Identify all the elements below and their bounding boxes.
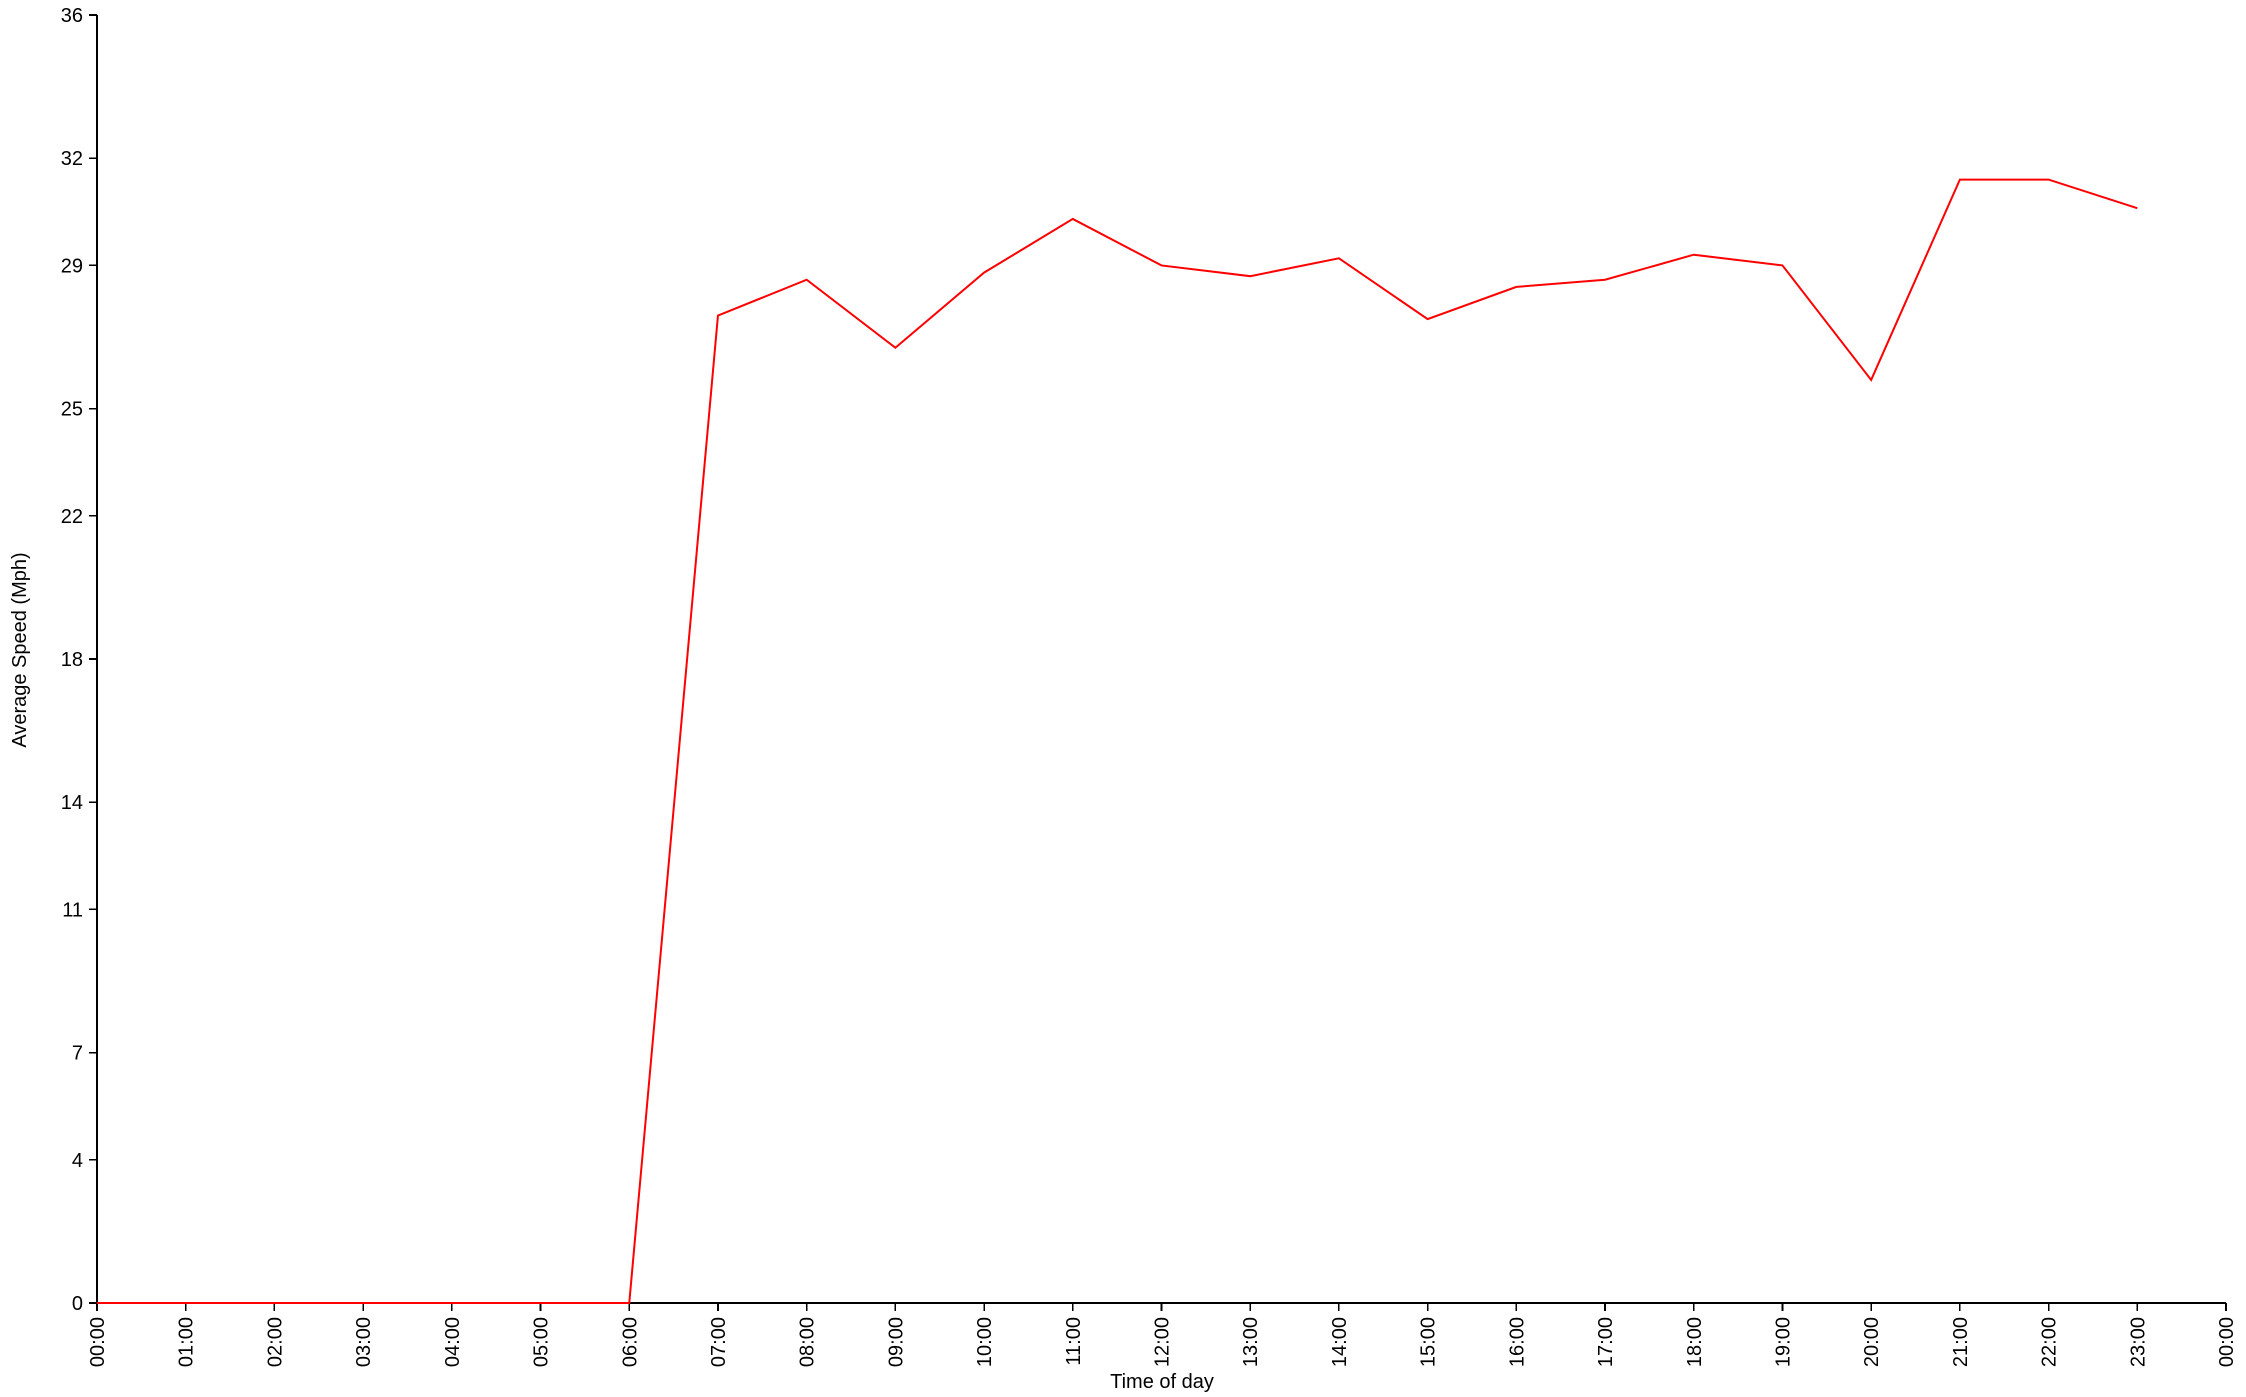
x-tick-label: 02:00 xyxy=(264,1317,286,1367)
y-tick-label: 7 xyxy=(72,1043,83,1065)
x-tick-label: 23:00 xyxy=(2127,1317,2149,1367)
x-tick-label: 13:00 xyxy=(1240,1317,1262,1367)
y-tick-label: 22 xyxy=(61,506,83,528)
x-tick-label: 21:00 xyxy=(1950,1317,1972,1367)
y-tick-label: 11 xyxy=(62,899,83,921)
x-tick-label: 17:00 xyxy=(1595,1317,1617,1367)
x-tick-label: 15:00 xyxy=(1418,1317,1440,1367)
x-tick-label: 12:00 xyxy=(1152,1317,1174,1367)
x-tick-label: 07:00 xyxy=(708,1317,730,1367)
x-tick-label: 00:00 xyxy=(2216,1317,2238,1367)
x-tick-label: 19:00 xyxy=(1772,1317,1794,1367)
y-tick-label: 18 xyxy=(61,649,83,671)
y-tick-label: 32 xyxy=(61,148,83,170)
x-tick-label: 01:00 xyxy=(176,1317,198,1367)
x-axis: 00:00 01:00 02:00 03:00 04:00 05:00 06:00 07:00… xyxy=(87,1302,2238,1367)
y-axis-title: Average Speed (Mph) xyxy=(9,552,31,747)
x-tick-label: 00:00 xyxy=(87,1317,109,1367)
y-tick-label: 0 xyxy=(72,1293,83,1315)
x-tick-label: 03:00 xyxy=(353,1317,375,1367)
y-tick-label: 25 xyxy=(61,399,83,421)
x-tick-label: 05:00 xyxy=(531,1317,553,1367)
x-tick-label: 04:00 xyxy=(442,1317,464,1367)
plot-area xyxy=(97,178,2138,1304)
x-tick-label: 11:00 xyxy=(1063,1317,1085,1366)
y-axis: 0 4 7 11 14 18 22 25 29 32 36 xyxy=(61,5,98,1315)
x-tick-label: 06:00 xyxy=(619,1317,641,1367)
y-tick-label: 14 xyxy=(61,792,83,814)
x-tick-label: 20:00 xyxy=(1861,1317,1883,1367)
x-tick-label: 18:00 xyxy=(1684,1317,1706,1367)
x-tick-label: 22:00 xyxy=(2039,1317,2061,1367)
y-tick-label: 36 xyxy=(61,5,83,27)
x-tick-label: 09:00 xyxy=(885,1317,907,1367)
y-tick-label: 29 xyxy=(61,255,83,277)
x-tick-label: 14:00 xyxy=(1329,1317,1351,1367)
x-tick-label: 10:00 xyxy=(974,1317,996,1367)
series-line xyxy=(97,178,2138,1304)
x-tick-label: 08:00 xyxy=(797,1317,819,1367)
y-tick-label: 4 xyxy=(72,1150,83,1172)
x-tick-label: 16:00 xyxy=(1506,1317,1528,1367)
x-axis-title: Time of day xyxy=(1110,1371,1214,1393)
